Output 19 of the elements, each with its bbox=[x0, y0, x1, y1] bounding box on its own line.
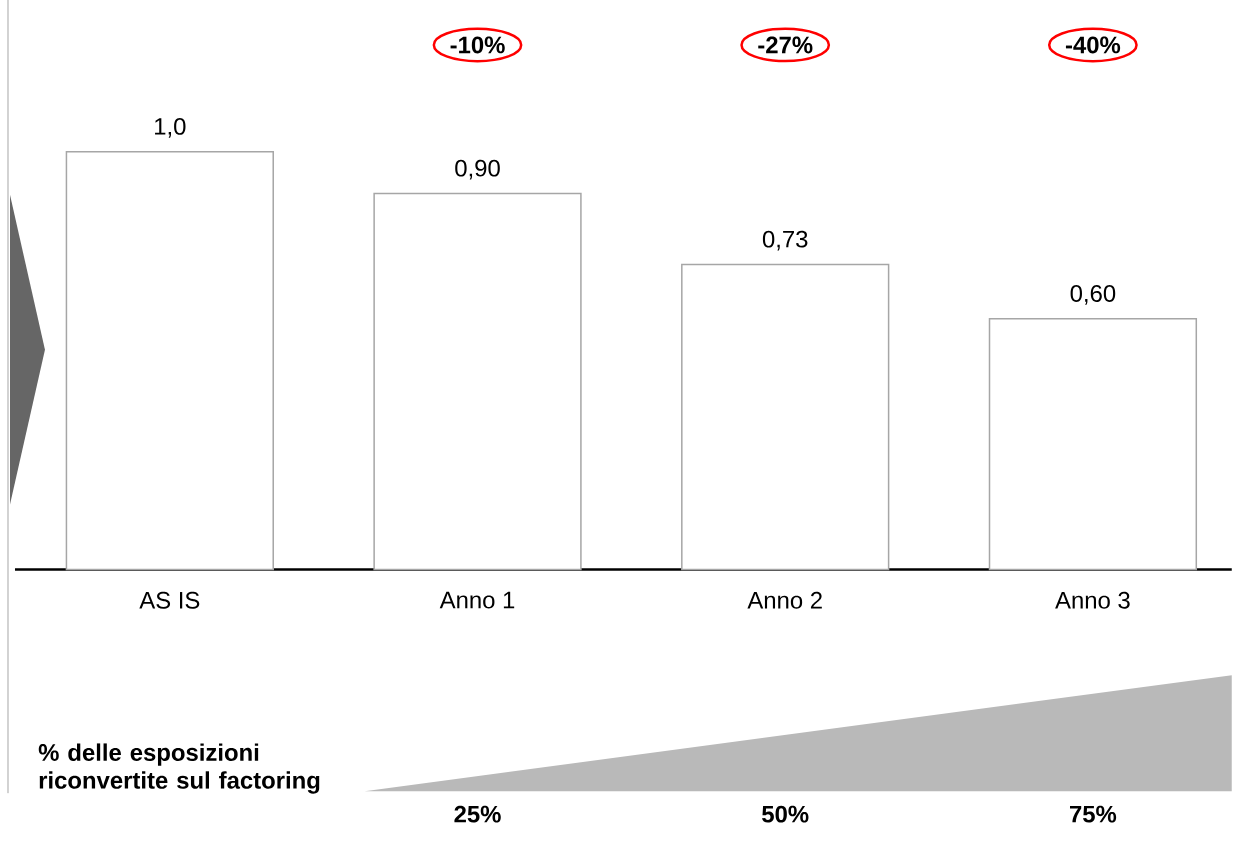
bar bbox=[373, 192, 582, 571]
x-tick-label: AS IS bbox=[139, 591, 200, 609]
x-tick-label: Anno 2 bbox=[747, 591, 822, 609]
bar bbox=[681, 263, 890, 571]
text: 25% bbox=[454, 805, 501, 823]
x-tick-label: Anno 1 bbox=[439, 591, 515, 609]
text: 50% bbox=[762, 805, 809, 823]
bar bbox=[988, 318, 1198, 571]
text: -10% bbox=[450, 36, 505, 54]
data-label: 0,73 bbox=[762, 230, 808, 251]
text: 75% bbox=[1070, 805, 1117, 823]
text: % delle esposizioni riconvertite sul factoring bbox=[38, 743, 320, 794]
data-label: 1,0 bbox=[155, 117, 186, 138]
text: -27% bbox=[758, 36, 813, 54]
data-label: 0,90 bbox=[455, 159, 500, 180]
x-tick-label: Anno 3 bbox=[1055, 591, 1130, 609]
text: -40% bbox=[1065, 36, 1121, 54]
data-label: 0,60 bbox=[1070, 284, 1116, 305]
bar bbox=[65, 151, 274, 571]
